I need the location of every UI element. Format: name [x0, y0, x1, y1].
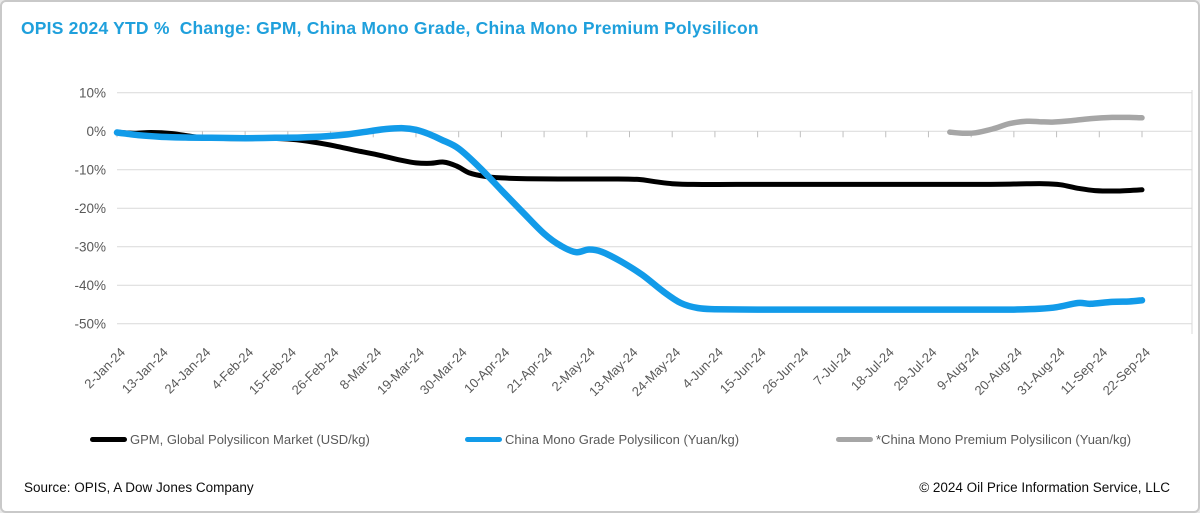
source-attribution: Source: OPIS, A Dow Jones Company [24, 480, 254, 495]
y-axis-label: -40% [74, 278, 106, 293]
y-axis-label: -10% [74, 162, 106, 177]
x-axis-label: 21-Apr-24 [504, 345, 555, 396]
legend-item-china-mono-grade: China Mono Grade Polysilicon (Yuan/kg) [465, 431, 739, 447]
copyright-notice: © 2024 Oil Price Information Service, LL… [919, 480, 1170, 495]
x-axis-label: 24-Jan-24 [162, 345, 214, 397]
y-axis-label: -20% [74, 201, 106, 216]
series-line-china-mono-premium [947, 114, 1145, 137]
legend-label: GPM, Global Polysilicon Market (USD/kg) [130, 431, 370, 447]
x-axis-label: 10-Apr-24 [461, 345, 512, 396]
x-axis-label: 26-Jun-24 [759, 345, 811, 397]
line-chart: 10%0%-10%-20%-30%-40%-50%2-Jan-2413-Jan-… [74, 85, 1193, 399]
legend-label: China Mono Grade Polysilicon (Yuan/kg) [505, 431, 740, 447]
legend-item-china-mono-premium: *China Mono Premium Polysilicon (Yuan/kg… [836, 431, 1131, 447]
gpm-line-swatch [90, 436, 127, 442]
x-axis-label: 26-Feb-24 [289, 345, 342, 398]
x-axis-label: 30-Mar-24 [417, 345, 470, 398]
x-axis-label: 7-Jul-24 [810, 345, 854, 389]
y-axis-label: 0% [86, 124, 106, 139]
legend-item-gpm: GPM, Global Polysilicon Market (USD/kg) [90, 431, 370, 447]
series-line-china-mono-grade [113, 124, 1146, 313]
chart-legend: GPM, Global Polysilicon Market (USD/kg) … [2, 431, 1198, 449]
y-axis-label: 10% [79, 85, 106, 100]
x-axis-label: 29-Jul-24 [891, 345, 940, 394]
x-axis-label: 18-Jul-24 [848, 345, 897, 394]
china-mono-premium-line-swatch [836, 436, 873, 442]
legend-label: *China Mono Premium Polysilicon (Yuan/kg… [876, 431, 1132, 447]
page-title: OPIS 2024 YTD % Change: GPM, China Mono … [21, 18, 759, 38]
y-axis-label: -30% [74, 239, 106, 254]
china-mono-grade-line-swatch [465, 436, 502, 442]
y-axis-label: -50% [74, 316, 106, 331]
